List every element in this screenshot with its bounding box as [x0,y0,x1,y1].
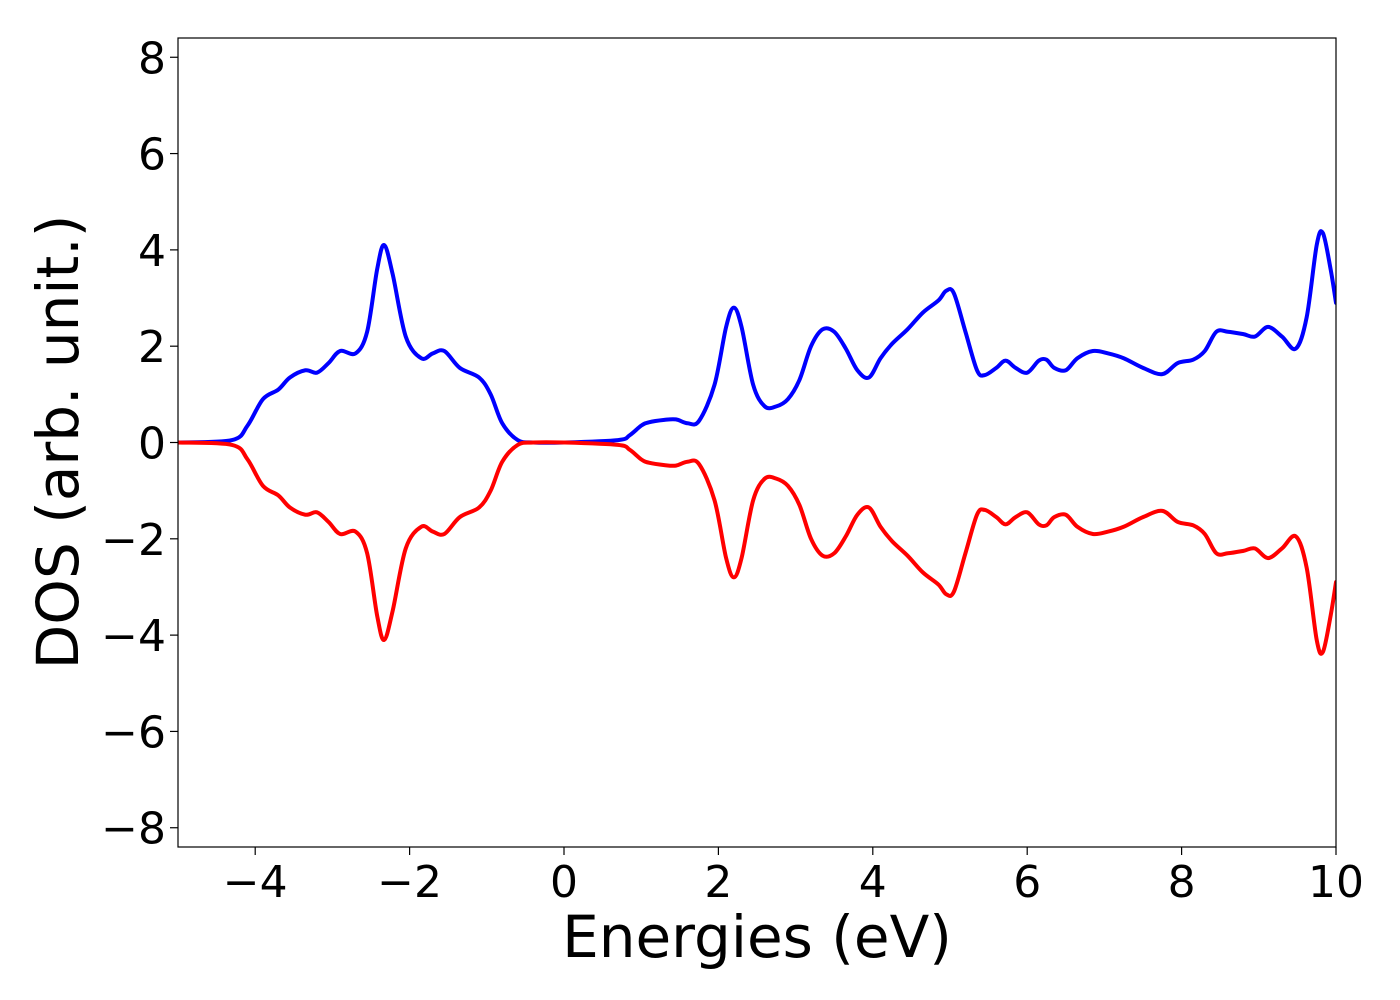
y-axis-label: DOS (arb. unit.) [24,215,92,670]
y-tick-label: 6 [138,130,166,181]
y-tick-label: −8 [101,804,166,855]
y-tick-label: 4 [138,226,166,277]
x-axis: −4 −2 0 2 4 6 8 10 [223,847,1364,908]
y-axis: 8 6 4 2 0 −2 −4 −6 −8 [101,33,178,855]
series-line-2 [178,440,1336,656]
x-axis-label: Energies (eV) [562,903,952,971]
y-tick-label: 8 [138,33,166,84]
y-tick-label: −4 [101,611,166,662]
x-tick-label: 0 [550,857,578,908]
x-tick-label: −4 [223,857,288,908]
y-tick-label: 0 [138,419,166,470]
x-tick-label: −2 [377,857,442,908]
y-tick-label: −6 [101,707,166,758]
x-tick-label: 2 [704,857,732,908]
series-layer [178,229,1336,656]
y-tick-label: −2 [101,515,166,566]
x-tick-label: 10 [1308,857,1364,908]
x-tick-label: 8 [1168,857,1196,908]
y-tick-label: 2 [138,322,166,373]
series-line-1 [178,229,1336,445]
x-tick-label: 6 [1013,857,1041,908]
plot-area [178,38,1336,847]
x-tick-label: 4 [859,857,887,908]
